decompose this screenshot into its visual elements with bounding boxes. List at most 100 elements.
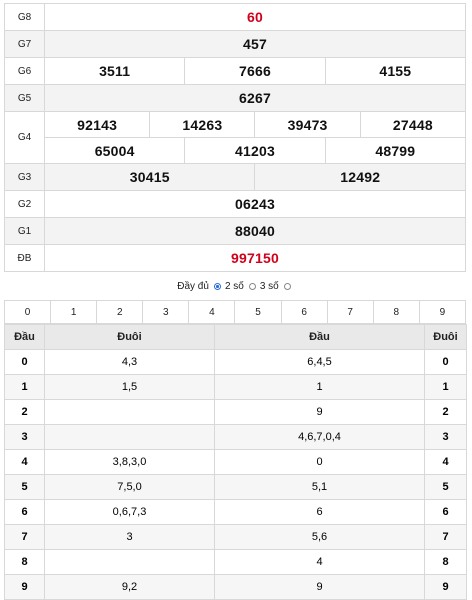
digit-filter-9[interactable]: 9 [418, 300, 467, 324]
digit-filter-6[interactable]: 6 [280, 300, 328, 324]
loto-cell-dau2: 5,1 [214, 474, 425, 500]
prize-number: 60 [44, 3, 466, 31]
prize-row: G3 30415 12492 [4, 163, 466, 191]
loto-cell-dau: 8 [4, 549, 45, 575]
prize-label: ĐB [4, 244, 45, 272]
results-table: G8 60 G7 457 G6 3511 7666 4155 G5 6267 G4 92143 1426… [4, 3, 467, 272]
digit-filter-8[interactable]: 8 [372, 300, 420, 324]
loto-row: 1 1,5 1 1 [4, 374, 467, 400]
loto-cell-duoi2: 9 [424, 574, 467, 600]
prize-number: 457 [44, 30, 466, 58]
loto-cell-dau2: 9 [214, 574, 425, 600]
loto-cell-dau2: 4,6,7,0,4 [214, 424, 425, 450]
loto-cell-duoi [44, 399, 215, 425]
loto-cell-duoi [44, 549, 215, 575]
prize-number: 39473 [254, 111, 361, 138]
loto-cell-duoi2: 6 [424, 499, 467, 525]
loto-cell-duoi: 1,5 [44, 374, 215, 400]
loto-cell-dau: 5 [4, 474, 45, 500]
loto-cell-duoi: 7,5,0 [44, 474, 215, 500]
prize-row: ĐB 997150 [4, 244, 466, 272]
prize-row: G7 457 [4, 30, 466, 58]
loto-cell-duoi: 3,8,3,0 [44, 449, 215, 475]
loto-cell-dau: 4 [4, 449, 45, 475]
prize-number: 30415 [43, 163, 256, 191]
loto-cell-duoi [44, 424, 215, 450]
loto-cell-dau: 7 [4, 524, 45, 550]
loto-cell-duoi2: 3 [424, 424, 467, 450]
option-two-digits[interactable]: 2 số [224, 280, 244, 292]
loto-cell-duoi: 3 [44, 524, 215, 550]
prize-row: 65004 41203 48799 [5, 137, 467, 164]
loto-cell-dau2: 0 [214, 449, 425, 475]
prize-number: 14263 [149, 111, 256, 138]
prize-row: G2 06243 [4, 190, 466, 218]
prize-number: 65004 [43, 137, 186, 164]
loto-row: 7 3 5,6 7 [4, 524, 467, 550]
loto-table: Đầu Đuôi Đầu Đuôi 0 4,3 6,4,5 0 1 1,5 1 1 2 9 2 3 4,6,7… [4, 324, 467, 600]
loto-row: 9 9,2 9 9 [4, 574, 467, 600]
display-options: Đầy đủ 2 số 3 số [4, 272, 466, 300]
prize-row: G1 88040 [4, 217, 466, 245]
loto-cell-duoi2: 2 [424, 399, 467, 425]
digit-filter-4[interactable]: 4 [188, 300, 236, 324]
loto-cell-duoi: 9,2 [44, 574, 215, 600]
prize-row: G8 60 [4, 3, 466, 31]
loto-row: 6 0,6,7,3 6 6 [4, 499, 467, 525]
loto-row: 3 4,6,7,0,4 3 [4, 424, 467, 450]
prize-row: G4 92143 14263 39473 27448 [4, 111, 467, 164]
radio-two-digits[interactable] [213, 282, 221, 290]
prize-number: 88040 [44, 217, 466, 245]
loto-header-1: Đuôi [44, 324, 215, 350]
loto-cell-dau2: 6 [214, 499, 425, 525]
digit-filter-1[interactable]: 1 [50, 300, 98, 324]
prize-number: 997150 [44, 244, 466, 272]
digit-filter-3[interactable]: 3 [142, 300, 190, 324]
digit-filter-0[interactable]: 0 [3, 300, 52, 324]
loto-cell-duoi2: 5 [424, 474, 467, 500]
loto-cell-dau2: 6,4,5 [214, 349, 425, 375]
prize-label: G5 [4, 84, 45, 112]
prize-label: G6 [4, 57, 45, 85]
prize-label: G3 [4, 163, 45, 191]
loto-cell-dau: 0 [4, 349, 45, 375]
digit-filter-7[interactable]: 7 [326, 300, 374, 324]
option-full[interactable]: Đầy đủ [177, 280, 209, 292]
lottery-result-container: G8 60 G7 457 G6 3511 7666 4155 G5 6267 G4 92143 1426… [3, 3, 467, 600]
prize-row: G5 6267 [4, 84, 466, 112]
loto-cell-duoi: 0,6,7,3 [44, 499, 215, 525]
loto-row: 5 7,5,0 5,1 5 [4, 474, 467, 500]
loto-header-3: Đuôi [424, 324, 467, 350]
prize-number: 12492 [254, 163, 466, 191]
prize-number: 6267 [44, 84, 466, 112]
loto-header-0: Đầu [4, 324, 45, 350]
loto-cell-dau2: 5,6 [214, 524, 425, 550]
loto-cell-dau: 9 [4, 574, 45, 600]
prize-label: G4 [4, 111, 45, 164]
radio-extra[interactable] [283, 282, 291, 290]
loto-row: 0 4,3 6,4,5 0 [4, 349, 467, 375]
prize-number: 06243 [44, 190, 466, 218]
loto-cell-dau: 1 [4, 374, 45, 400]
loto-header-2: Đầu [214, 324, 425, 350]
prize-number: 41203 [184, 137, 326, 164]
loto-cell-duoi2: 1 [424, 374, 467, 400]
option-three-digits[interactable]: 3 số [259, 280, 279, 292]
prize-number: 7666 [184, 57, 326, 85]
prize-label: G1 [4, 217, 45, 245]
prize-label: G8 [4, 3, 45, 31]
loto-cell-duoi2: 0 [424, 349, 467, 375]
prize-label: G2 [4, 190, 45, 218]
loto-cell-dau: 6 [4, 499, 45, 525]
prize-number: 27448 [359, 111, 467, 138]
digit-filter-2[interactable]: 2 [96, 300, 144, 324]
loto-cell-duoi: 4,3 [44, 349, 215, 375]
prize-row: G6 3511 7666 4155 [4, 57, 467, 85]
digit-filter-5[interactable]: 5 [234, 300, 282, 324]
loto-cell-dau2: 1 [214, 374, 425, 400]
radio-three-digits[interactable] [248, 282, 256, 290]
loto-row: 4 3,8,3,0 0 4 [4, 449, 467, 475]
